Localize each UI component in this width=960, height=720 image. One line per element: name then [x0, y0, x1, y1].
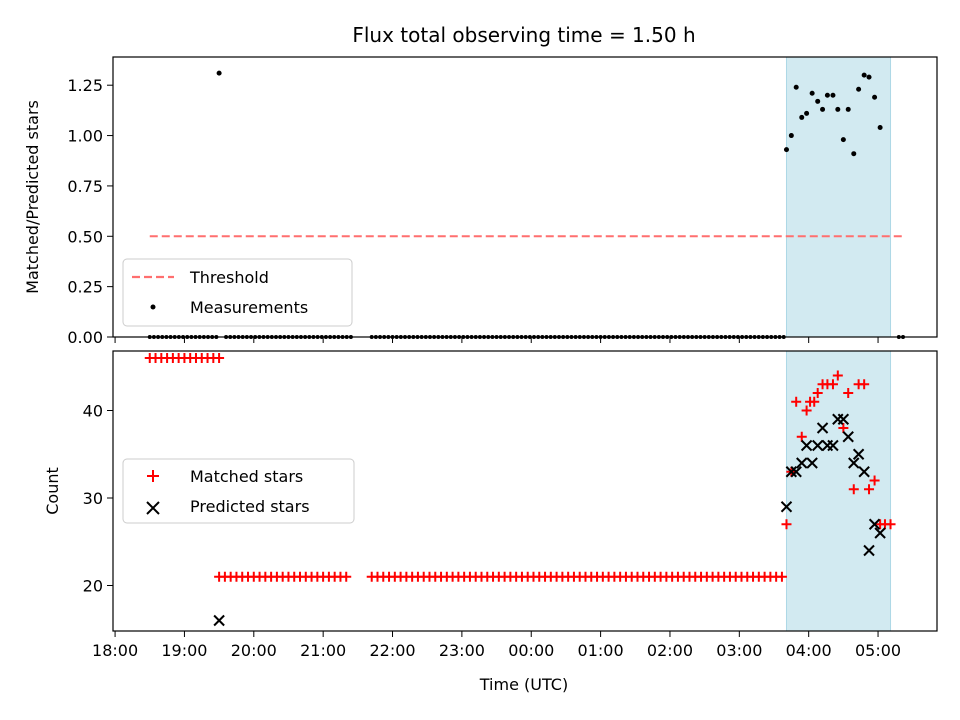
matched-stars-point	[214, 353, 225, 363]
x-tick-label: 03:00	[716, 641, 762, 660]
top-y-tick-label: 0.50	[67, 227, 103, 246]
measurement-point	[877, 125, 883, 131]
bottom-y-tick-label: 30	[83, 489, 103, 508]
legend-measurements-label: Measurements	[190, 298, 308, 317]
legend-predicted-label: Predicted stars	[190, 497, 310, 516]
matched-stars-point	[781, 519, 792, 530]
measurement-point	[216, 70, 222, 76]
measurement-point	[835, 106, 841, 112]
predicted-stars-point	[785, 466, 798, 478]
matched-stars-point	[864, 484, 875, 495]
measurement-point	[783, 147, 789, 153]
predicted-stars-point	[848, 457, 860, 469]
matched-stars-point	[809, 396, 820, 407]
predicted-stars-point	[827, 439, 839, 452]
x-tick-label: 05:00	[855, 641, 901, 660]
legend-threshold-label: Threshold	[189, 268, 269, 287]
predicted-stars-point	[837, 413, 850, 425]
matched-stars-point	[843, 388, 854, 398]
predicted-stars-point	[874, 527, 886, 539]
measurement-point	[799, 114, 805, 120]
predicted-stars-point	[780, 501, 793, 513]
x-tick-label: 18:00	[92, 641, 138, 660]
predicted-stars-point	[800, 439, 813, 452]
legend-matched-label: Matched stars	[190, 467, 303, 486]
bottom-y-tick-label: 40	[83, 402, 103, 421]
matched-stars-point	[776, 571, 787, 582]
matched-stars-point	[832, 370, 843, 381]
top-y-tick-label: 1.25	[67, 76, 103, 95]
x-tick-label: 04:00	[786, 641, 832, 660]
predicted-stars-point	[842, 431, 854, 443]
matched-stars-point	[848, 484, 859, 495]
measurement-point	[820, 106, 826, 112]
predicted-stars-point	[852, 448, 865, 460]
matched-stars-point	[801, 405, 812, 416]
matched-stars-point	[859, 379, 870, 390]
observing-interval-span	[785, 350, 892, 632]
measurement-point	[824, 92, 830, 98]
x-tick-label: 20:00	[231, 641, 277, 660]
matched-stars-point	[838, 423, 849, 433]
chart-title: Flux total observing time = 1.50 h	[352, 23, 695, 47]
legend-matched-marker	[147, 470, 159, 482]
matched-stars-point	[341, 571, 352, 582]
matched-stars-point	[827, 379, 838, 390]
measurement-point	[830, 92, 836, 98]
legend-measurements-marker	[150, 304, 156, 310]
measurement-point	[861, 72, 867, 78]
x-tick-label: 21:00	[300, 641, 346, 660]
measurement-point	[872, 94, 878, 100]
predicted-stars-point	[796, 457, 808, 469]
x-tick-label: 00:00	[508, 641, 554, 660]
top-y-tick-label: 0.00	[67, 328, 103, 347]
top-axes-frame	[112, 56, 938, 338]
top-panel: 0.00 0.25 0.50 0.75 1.00 1.25 Matched/Predict…	[23, 56, 938, 347]
x-axis-label: Time (UTC)	[479, 675, 568, 694]
top-y-tick-label: 1.00	[67, 127, 103, 146]
matched-stars-point	[796, 431, 807, 442]
x-tick-label: 01:00	[578, 641, 624, 660]
x-tick-label: 23:00	[439, 641, 485, 660]
measurement-point	[815, 98, 821, 104]
x-tick-label: 22:00	[369, 641, 415, 660]
predicted-stars-point	[213, 614, 225, 627]
predicted-stars-point	[868, 518, 881, 530]
measurement-point	[793, 84, 799, 90]
matched-stars-point	[791, 396, 802, 407]
top-y-axis-label: Matched/Predicted stars	[23, 100, 42, 294]
bottom-y-tick-label: 20	[83, 577, 103, 596]
measurement-point	[809, 90, 815, 96]
predicted-stars-point	[816, 422, 829, 434]
bottom-legend: Matched stars Predicted stars	[122, 458, 355, 524]
top-y-tick-label: 0.75	[67, 177, 103, 196]
x-tick-label: 02:00	[647, 641, 693, 660]
measurement-point	[845, 106, 851, 112]
measurement-point	[788, 133, 794, 139]
predicted-stars-point	[790, 466, 802, 478]
measurement-point	[856, 86, 862, 92]
top-y-tick-label: 0.25	[67, 278, 103, 297]
matched-stars-point	[812, 388, 823, 398]
x-tick-label: 19:00	[161, 641, 207, 660]
measurement-point	[866, 74, 872, 80]
measurement-point	[804, 110, 810, 116]
observing-interval-span	[785, 56, 892, 338]
matched-stars-point	[885, 519, 896, 530]
measurement-point	[851, 151, 857, 157]
predicted-stars-point	[811, 439, 824, 452]
bottom-panel: 20 30 40 18:00 19:00 20:00 21:00 22:00 23:00 00:…	[43, 350, 938, 694]
legend-predicted-marker	[146, 501, 160, 515]
measurement-point	[840, 137, 846, 143]
predicted-stars-point	[806, 457, 818, 469]
bottom-axes-frame	[112, 350, 938, 632]
bottom-y-axis-label: Count	[43, 467, 62, 515]
predicted-stars-point	[863, 544, 875, 557]
top-legend: Threshold Measurements	[122, 258, 353, 327]
predicted-stars-point	[858, 466, 870, 478]
matched-stars-point	[869, 475, 880, 486]
